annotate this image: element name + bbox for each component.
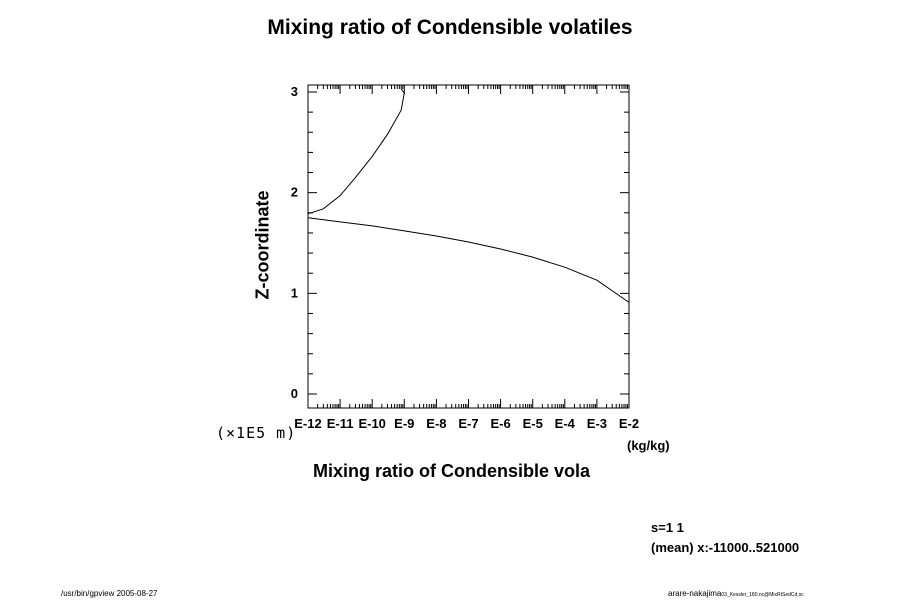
- mean-info: (mean) x:-11000..521000: [651, 540, 800, 555]
- x-axis-label: Mixing ratio of Condensible vola: [313, 461, 591, 481]
- y-tick-label: 3: [291, 84, 298, 99]
- x-tick-label: E-8: [426, 416, 446, 431]
- x-tick-label: E-9: [394, 416, 414, 431]
- footer-source: arare-nakajima03_Kessler_180.nc@MixRtSed…: [668, 589, 804, 598]
- x-tick-label: E-12: [294, 416, 321, 431]
- x-tick-label: E-11: [327, 416, 354, 431]
- slice-info: s=1 1: [651, 520, 684, 535]
- series-line: [307, 88, 405, 215]
- tick-labels: E-12 E-11 E-10 E-9 E-8 E-7 E-6 E-5 E-4 E-3 E-2 0 1 2 3: [291, 84, 639, 431]
- footer-command: /usr/bin/gpview 2005-08-27: [61, 589, 158, 598]
- x-tick-label: E-5: [523, 416, 543, 431]
- y-axis-label: Z-coordinate: [252, 190, 273, 300]
- x-tick-label: E-2: [619, 416, 639, 431]
- y-tick-label: 2: [291, 185, 298, 200]
- chart-title: Mixing ratio of Condensible volatiles: [267, 16, 633, 39]
- footer-user: arare-nakajima: [668, 589, 722, 598]
- x-tick-label: E-3: [587, 416, 607, 431]
- data-lines: [307, 88, 630, 303]
- x-tick-label: E-10: [358, 416, 385, 431]
- x-unit-label: (kg/kg): [627, 438, 670, 453]
- y-tick-label: 1: [291, 285, 298, 300]
- y-scale-note: (×1E5 m): [216, 424, 297, 442]
- axis-ticks: [307, 85, 630, 408]
- x-tick-label: E-7: [458, 416, 478, 431]
- x-tick-label: E-4: [555, 416, 576, 431]
- x-tick-label: E-6: [490, 416, 510, 431]
- plot-frame: [307, 84, 630, 409]
- footer-file: 03_Kessler_180.nc@MixRtSedCd,sc: [721, 592, 804, 598]
- series-line: [307, 217, 630, 303]
- y-tick-label: 0: [291, 386, 298, 401]
